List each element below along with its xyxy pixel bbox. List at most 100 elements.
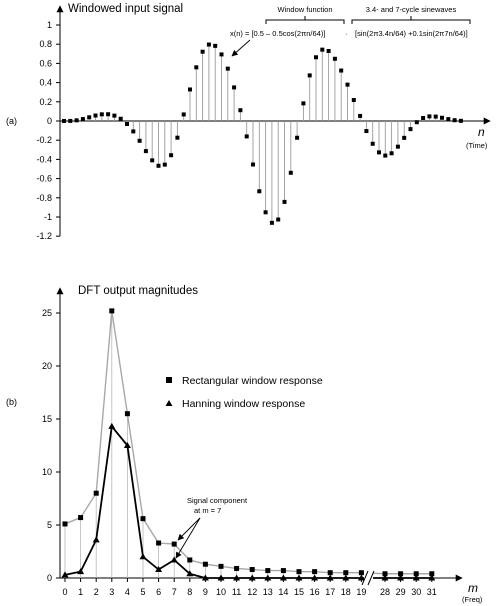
panel-a-y-tick-label: -0.4 xyxy=(36,154,52,164)
signal-point xyxy=(377,150,381,155)
signal-point xyxy=(156,163,161,168)
panel-a-y-tick-label: 0.2 xyxy=(39,97,52,107)
rectangular-point xyxy=(429,571,435,577)
panel-b-x-tick-label: 31 xyxy=(427,587,437,597)
panel-b-y-tick-label: 0 xyxy=(47,573,52,583)
signal-point xyxy=(402,135,407,140)
panel-b-x-tick-label: 5 xyxy=(140,587,145,597)
panel-b-x-tick-label: 9 xyxy=(203,587,208,597)
legend-triangle-marker xyxy=(165,400,173,406)
hanning-point xyxy=(264,574,272,581)
panel-b-y-tick-label: 10 xyxy=(42,467,52,477)
signal-point xyxy=(62,119,66,123)
panel-b-x-ticks: 0 1 2 3 4 5 6 7 8 9 10 11 12 13 14 15 16 17 18 19 28 29 30 31 xyxy=(62,578,437,597)
panel-b-x-tick-label: 7 xyxy=(172,587,177,597)
hanning-point xyxy=(428,574,436,581)
signal-point xyxy=(219,52,224,57)
bracket-sinewaves xyxy=(351,16,471,24)
bracket-right-label: 3.4- and 7-cycle sinewaves xyxy=(366,5,457,14)
panel-b-y-tick-label: 5 xyxy=(47,520,52,530)
panel-a-xlabel: n xyxy=(478,125,485,139)
rectangular-point xyxy=(62,521,68,527)
rectangular-point xyxy=(413,571,419,577)
panel-b-title: DFT output magnitudes xyxy=(78,285,198,297)
signal-arrow-upper xyxy=(177,517,201,541)
signal-point xyxy=(131,129,136,134)
panel-b-gridlines xyxy=(64,310,433,578)
signal-point xyxy=(99,112,104,117)
rectangular-point xyxy=(187,557,193,563)
hanning-series-line xyxy=(64,424,432,579)
rectangular-point xyxy=(358,570,364,576)
panel-b-x-tick-label: 17 xyxy=(325,587,335,597)
panel-b-xlabel-note: (Freq) xyxy=(462,595,483,604)
panel-b-y-tick-label: 15 xyxy=(42,414,52,424)
signal-point xyxy=(194,65,199,70)
panel-b-x-tick-label: 3 xyxy=(109,587,114,597)
panel-a-stems xyxy=(69,44,462,223)
rectangular-point xyxy=(171,541,177,547)
signal-point xyxy=(458,118,463,123)
signal-point xyxy=(175,135,180,140)
signal-point xyxy=(225,66,230,71)
panel-b-x-tick-label: 8 xyxy=(187,587,192,597)
formula-mid: · xyxy=(345,29,348,38)
rectangular-point xyxy=(140,516,146,522)
bracket-window-function xyxy=(265,16,345,24)
panel-b-series-lines xyxy=(64,310,432,579)
signal-point xyxy=(188,87,192,92)
hanning-point xyxy=(381,574,389,581)
hanning-point xyxy=(342,574,350,581)
panel-a-label: (a) xyxy=(6,116,17,126)
rectangular-point xyxy=(124,411,130,417)
signal-point xyxy=(150,158,155,163)
signal-point xyxy=(295,135,300,140)
signal-point xyxy=(421,116,426,121)
signal-point xyxy=(93,113,98,118)
rectangular-point xyxy=(218,563,224,569)
panel-a-y-ticks: 1 0.8 0.6 0.4 0.2 0 -0.2 -0.4 -0.6 -0.8 -1 -1.2 xyxy=(36,20,60,241)
signal-point xyxy=(282,199,287,204)
signal-point xyxy=(389,151,394,156)
panel-b-x-tick-label: 19 xyxy=(356,587,366,597)
panel-b-x-tick-label: 16 xyxy=(310,587,320,597)
hanning-point xyxy=(123,442,131,448)
signal-point xyxy=(269,220,274,225)
bracket-left-label: Window function xyxy=(277,5,332,14)
signal-point xyxy=(395,144,400,149)
panel-b-x-tick-label: 2 xyxy=(94,587,99,597)
hanning-point xyxy=(311,574,319,581)
hanning-point xyxy=(92,536,100,543)
signal-point xyxy=(162,162,167,167)
signal-point xyxy=(351,98,356,103)
panel-b-y-tick-label: 20 xyxy=(42,361,52,371)
signal-point xyxy=(314,55,318,60)
hanning-point xyxy=(357,574,365,581)
hanning-point xyxy=(217,574,225,581)
panel-b-x-tick-label: 30 xyxy=(411,587,421,597)
rectangular-point xyxy=(93,490,99,496)
legend-rectangular: Rectangular window response xyxy=(182,375,323,387)
panel-b-x-tick-label: 28 xyxy=(380,587,390,597)
signal-point xyxy=(80,117,85,122)
signal-point xyxy=(414,120,419,125)
hanning-point xyxy=(170,556,178,563)
panel-b-x-tick-label: 6 xyxy=(156,587,161,597)
signal-point xyxy=(251,162,255,167)
hanning-point xyxy=(248,574,256,581)
panel-b-x-tick-label: 29 xyxy=(396,587,406,597)
rectangular-point xyxy=(156,540,162,546)
signal-point xyxy=(446,117,451,122)
panel-b-x-tick-label: 18 xyxy=(341,587,351,597)
panel-b-x-tick-label: 1 xyxy=(78,587,83,597)
signal-point xyxy=(137,138,142,143)
signal-point xyxy=(263,210,268,215)
signal-point xyxy=(257,189,262,194)
rectangular-point xyxy=(280,568,286,574)
panel-b-x-tick-label: 10 xyxy=(216,587,226,597)
signal-point xyxy=(200,49,205,54)
signal-point xyxy=(143,149,148,154)
signal-point xyxy=(383,153,388,158)
